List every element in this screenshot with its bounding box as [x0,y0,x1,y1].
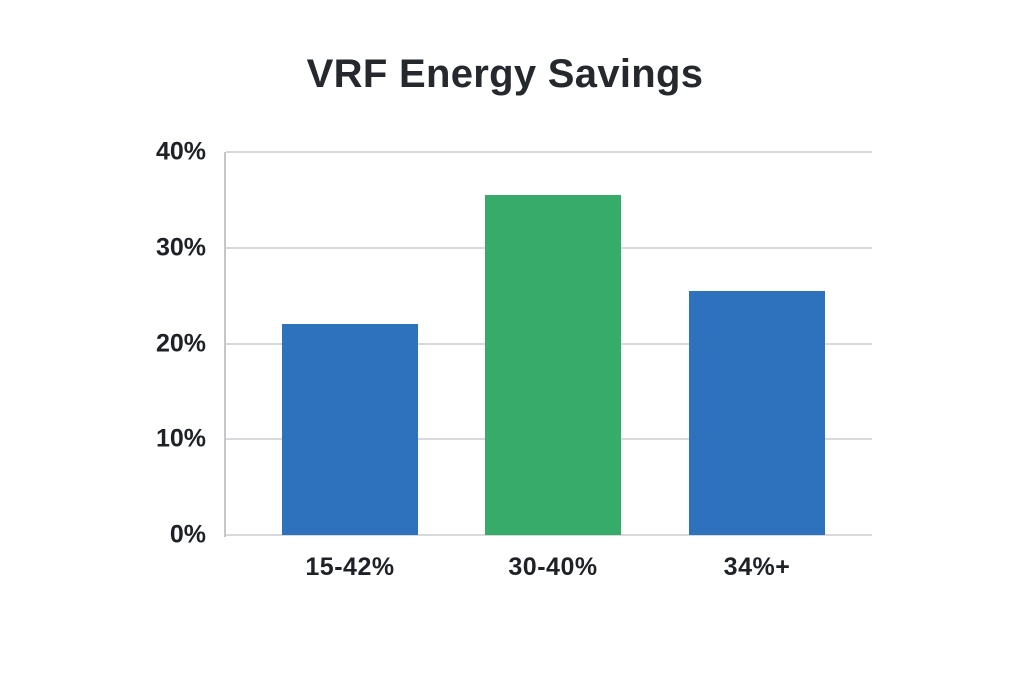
gridline-40 [226,151,872,153]
chart-title: VRF Energy Savings [306,52,704,96]
y-axis-tick-label: 10% [155,424,206,453]
y-axis-tick-label: 0% [169,520,206,549]
y-axis-line [224,152,226,537]
plot-area: 0% 10% 20% 30% 40% 15-42% 30-40% 34%+ [156,138,872,581]
gridline-0 [226,534,872,536]
x-axis-label: 34%+ [723,553,791,581]
x-axis-label: 15-42% [305,553,395,581]
x-axis-label: 30-40% [508,553,598,581]
y-axis-tick-label: 40% [155,137,206,166]
bar-0 [282,324,418,535]
bar-2 [689,290,825,535]
y-axis-tick-label: 30% [155,233,206,262]
y-axis-tick-label: 20% [155,329,206,357]
bar-1 [485,195,621,535]
